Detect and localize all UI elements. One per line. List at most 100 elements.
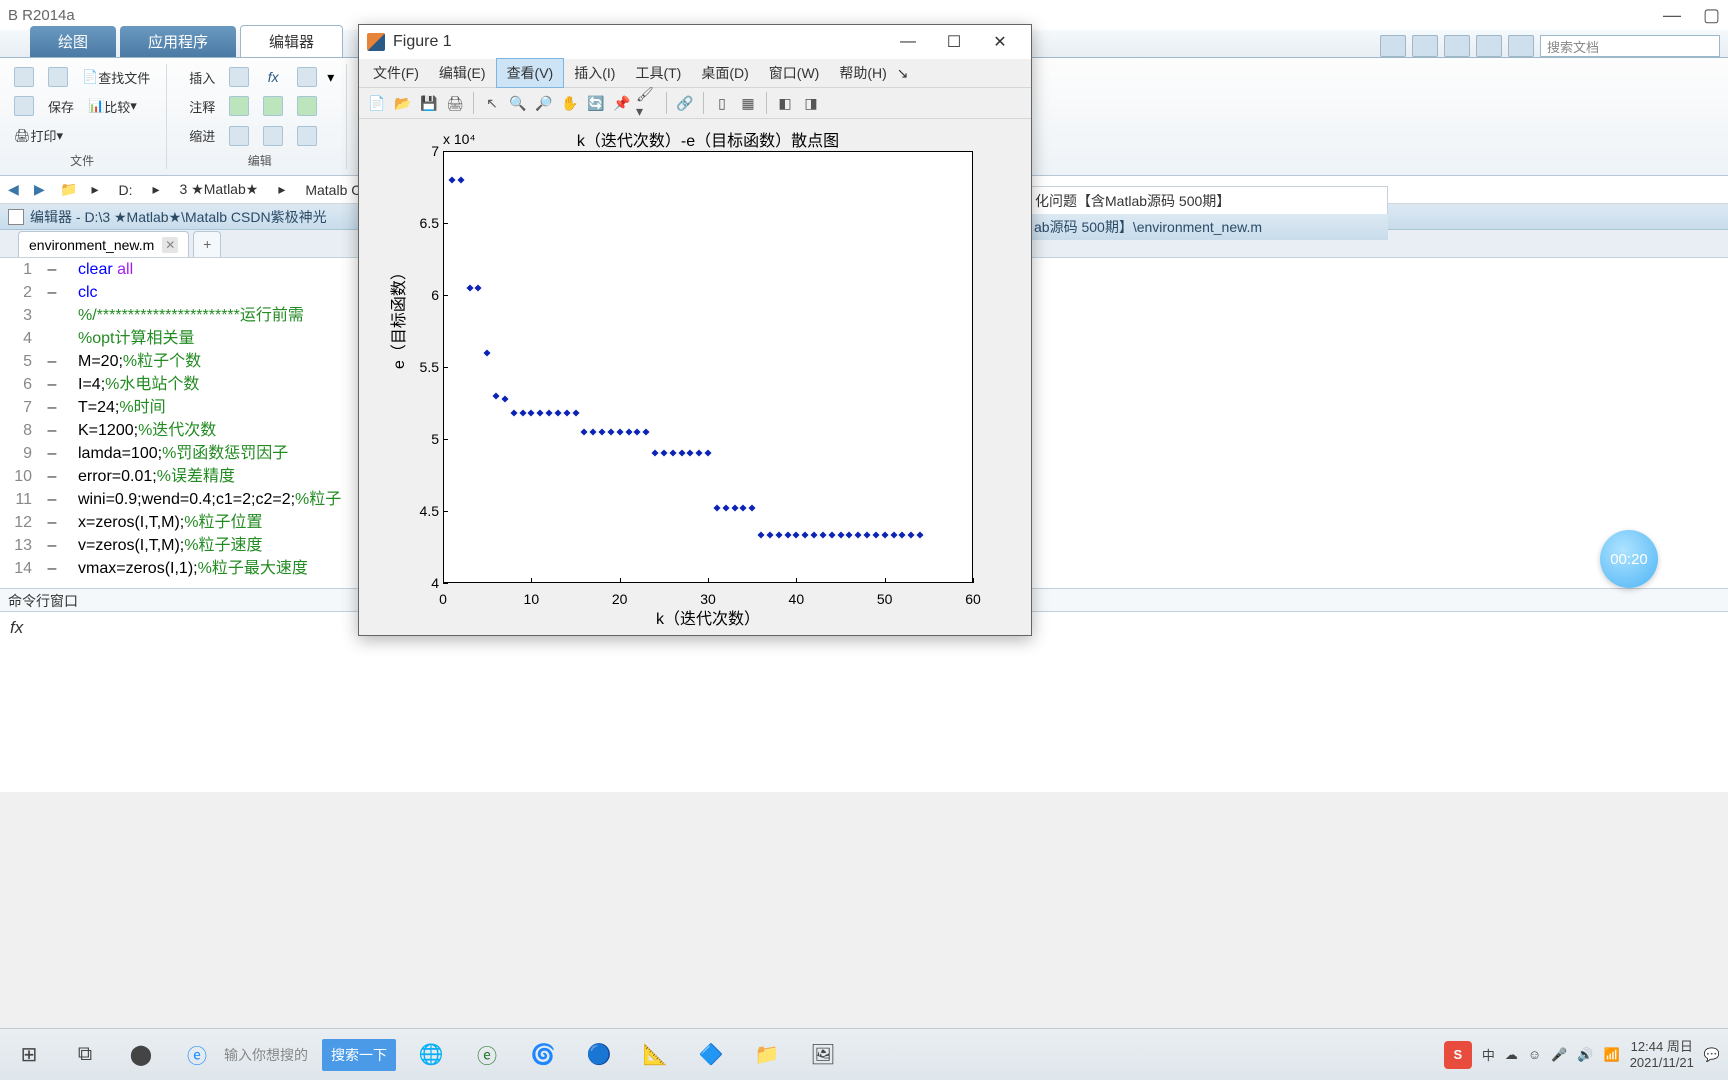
open-fig-icon[interactable]: 📂 xyxy=(391,91,415,115)
ie-icon[interactable]: ⓔ xyxy=(176,1034,218,1076)
indent-icon-2[interactable] xyxy=(259,123,287,149)
tab-editor[interactable]: 编辑器 xyxy=(240,25,343,57)
rotate-icon[interactable]: 🔄 xyxy=(584,91,608,115)
print-button[interactable]: 🖨 打印 ▾ xyxy=(10,123,67,149)
clock[interactable]: 12:44 周日 2021/11/21 xyxy=(1630,1039,1694,1070)
colorbar-icon[interactable]: ▯ xyxy=(710,91,734,115)
path-drive[interactable]: D: xyxy=(112,182,138,198)
ribbon-ico-help[interactable] xyxy=(1508,35,1534,57)
app-icon-5[interactable]: 🔷 xyxy=(690,1034,732,1076)
menu-file[interactable]: 文件(F) xyxy=(363,59,429,87)
minimize-icon[interactable]: — xyxy=(1663,5,1681,26)
comment-icon-2[interactable] xyxy=(259,93,287,119)
indent-icon-3[interactable] xyxy=(293,123,321,149)
tab-app[interactable]: 应用程序 xyxy=(120,26,236,57)
menu-tools[interactable]: 工具(T) xyxy=(625,59,691,87)
timer-widget[interactable]: 00:20 xyxy=(1600,530,1658,588)
chart-axes[interactable]: k（迭代次数）-e（目标函数）散点图 x 10⁴ e（目标函数） k（迭代次数）… xyxy=(359,119,1031,635)
comment-button[interactable]: 注释 xyxy=(185,93,219,119)
link-icon[interactable]: 🔗 xyxy=(673,91,697,115)
save-fig-icon[interactable]: 💾 xyxy=(417,91,441,115)
taskbar-search-button[interactable]: 搜索一下 xyxy=(322,1039,396,1071)
back-icon[interactable]: ◀ xyxy=(8,181,26,199)
ime-lang[interactable]: 中 xyxy=(1482,1045,1495,1064)
find-files-button[interactable]: 📄 查找文件 xyxy=(78,64,154,90)
menu-window[interactable]: 窗口(W) xyxy=(759,59,830,87)
insert-button[interactable]: 插入 xyxy=(185,64,219,90)
add-tab-button[interactable]: + xyxy=(193,231,221,257)
tray-face-icon[interactable]: ☺ xyxy=(1528,1047,1541,1062)
taskview-icon[interactable]: ⧉ xyxy=(64,1034,106,1076)
fwd-icon[interactable]: ▶ xyxy=(34,181,52,199)
close-tab-icon[interactable]: ✕ xyxy=(162,237,178,253)
zoom-out-icon[interactable]: 🔎 xyxy=(532,91,556,115)
menu-view[interactable]: 查看(V) xyxy=(496,58,565,88)
compare-button[interactable]: 📊 比较 ▾ xyxy=(84,93,141,119)
app-icon-2[interactable]: ⓔ xyxy=(466,1034,508,1076)
explorer-icon[interactable]: 📁 xyxy=(746,1034,788,1076)
group-file-label: 文件 xyxy=(10,152,154,169)
section-icon[interactable] xyxy=(225,64,253,90)
ribbon-ico-2[interactable] xyxy=(1412,35,1438,57)
y-exponent: x 10⁴ xyxy=(443,131,475,147)
indent-button[interactable]: 缩进 xyxy=(185,123,219,149)
datatip-icon[interactable]: 📌 xyxy=(610,91,634,115)
start-icon[interactable]: ⊞ xyxy=(8,1034,50,1076)
menu-edit[interactable]: 编辑(E) xyxy=(429,59,496,87)
save-button-big[interactable] xyxy=(10,93,38,119)
fig-maximize-icon[interactable]: ☐ xyxy=(931,26,977,58)
command-window[interactable]: fx xyxy=(0,612,1728,792)
app-icon-4[interactable]: 🔵 xyxy=(578,1034,620,1076)
dock-icon[interactable]: ◧ xyxy=(773,91,797,115)
path-seg1[interactable]: 3 ★Matlab★ xyxy=(174,181,265,198)
tray-mic-icon[interactable]: 🎤 xyxy=(1551,1047,1567,1063)
editor-title-text: 编辑器 - D:\3 ★Matlab★\Matalb CSDN紫极神光 xyxy=(30,207,327,227)
fig-close-icon[interactable]: ✕ xyxy=(977,26,1023,58)
y-tick-label: 5 xyxy=(411,431,439,447)
menu-desktop[interactable]: 桌面(D) xyxy=(691,59,758,87)
taskbar-search-hint[interactable]: 输入你想搜的 xyxy=(224,1045,308,1065)
obs-icon[interactable]: ⬤ xyxy=(120,1034,162,1076)
ribbon-ico-3[interactable] xyxy=(1444,35,1470,57)
tray-wifi-icon[interactable]: 📶 xyxy=(1604,1047,1620,1063)
editor-tab-active[interactable]: environment_new.m ✕ xyxy=(18,231,189,257)
maximize-icon[interactable]: ▢ xyxy=(1703,5,1720,26)
fig-minimize-icon[interactable]: — xyxy=(885,26,931,58)
pan-icon[interactable]: ✋ xyxy=(558,91,582,115)
doc-search-input[interactable]: 搜索文档 xyxy=(1540,35,1720,57)
comment-icon-3[interactable] xyxy=(293,93,321,119)
comment-icon-1[interactable] xyxy=(225,93,253,119)
figure-title-bar[interactable]: Figure 1 — ☐ ✕ xyxy=(359,25,1031,59)
zoom-in-icon[interactable]: 🔍 xyxy=(506,91,530,115)
new-fig-icon[interactable]: 📄 xyxy=(365,91,389,115)
legend-icon[interactable]: ▦ xyxy=(736,91,760,115)
matlab-taskbar-icon[interactable]: 📐 xyxy=(634,1034,676,1076)
ribbon-ico-4[interactable] xyxy=(1476,35,1502,57)
app-icon-3[interactable]: 🌀 xyxy=(522,1034,564,1076)
fx-icon[interactable]: fx xyxy=(259,64,287,90)
indent-icon-1[interactable] xyxy=(225,123,253,149)
save-icon[interactable] xyxy=(44,64,72,90)
y-tick-label: 6 xyxy=(411,287,439,303)
menu-help[interactable]: 帮助(H) xyxy=(829,59,896,87)
editor-file-icon xyxy=(8,209,24,225)
pointer-icon[interactable]: ↖ xyxy=(480,91,504,115)
x-tick-label: 60 xyxy=(958,591,988,607)
undock-icon[interactable]: ◨ xyxy=(799,91,823,115)
tray-vol-icon[interactable]: 🔊 xyxy=(1577,1047,1593,1063)
tray-icon-1[interactable]: ☁ xyxy=(1505,1047,1518,1063)
x-tick-label: 50 xyxy=(870,591,900,607)
print-fig-icon[interactable]: 🖨 xyxy=(443,91,467,115)
brush-icon[interactable]: 🖌▾ xyxy=(636,91,660,115)
bookmark-icon[interactable] xyxy=(293,64,321,90)
figure-window[interactable]: Figure 1 — ☐ ✕ 文件(F) 编辑(E) 查看(V) 插入(I) 工… xyxy=(358,24,1032,636)
folder-icon[interactable]: 📁 xyxy=(60,181,77,198)
new-file-icon[interactable] xyxy=(10,64,38,90)
app-icon-1[interactable]: 🌐 xyxy=(410,1034,452,1076)
ime-icon[interactable]: S xyxy=(1444,1041,1472,1069)
notification-icon[interactable]: 💬 xyxy=(1704,1047,1720,1063)
menu-insert[interactable]: 插入(I) xyxy=(564,59,625,87)
ribbon-ico-1[interactable] xyxy=(1380,35,1406,57)
photos-icon[interactable]: 🖼 xyxy=(802,1034,844,1076)
tab-plot[interactable]: 绘图 xyxy=(30,26,116,57)
